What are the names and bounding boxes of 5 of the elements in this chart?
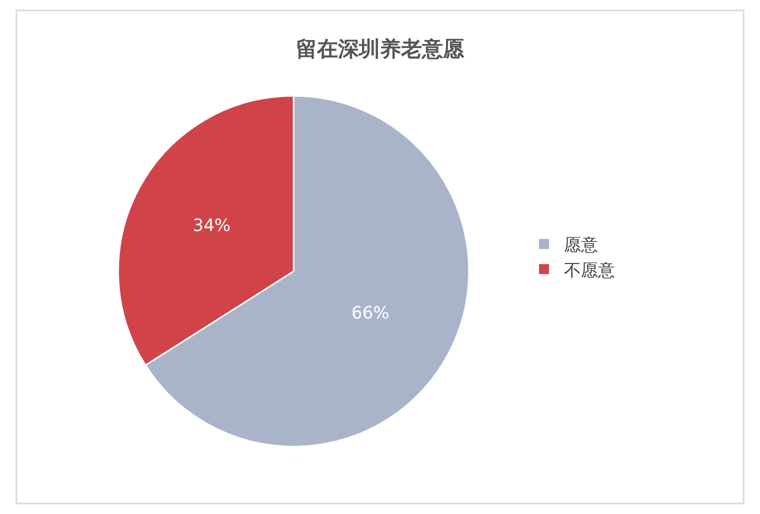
data-label: 66% — [352, 303, 390, 324]
legend-label: 不愿意 — [564, 260, 615, 281]
legend-label: 愿意 — [564, 236, 598, 256]
chart-title: 留在深圳养老意愿 — [296, 37, 465, 62]
data-label: 34% — [192, 216, 231, 236]
